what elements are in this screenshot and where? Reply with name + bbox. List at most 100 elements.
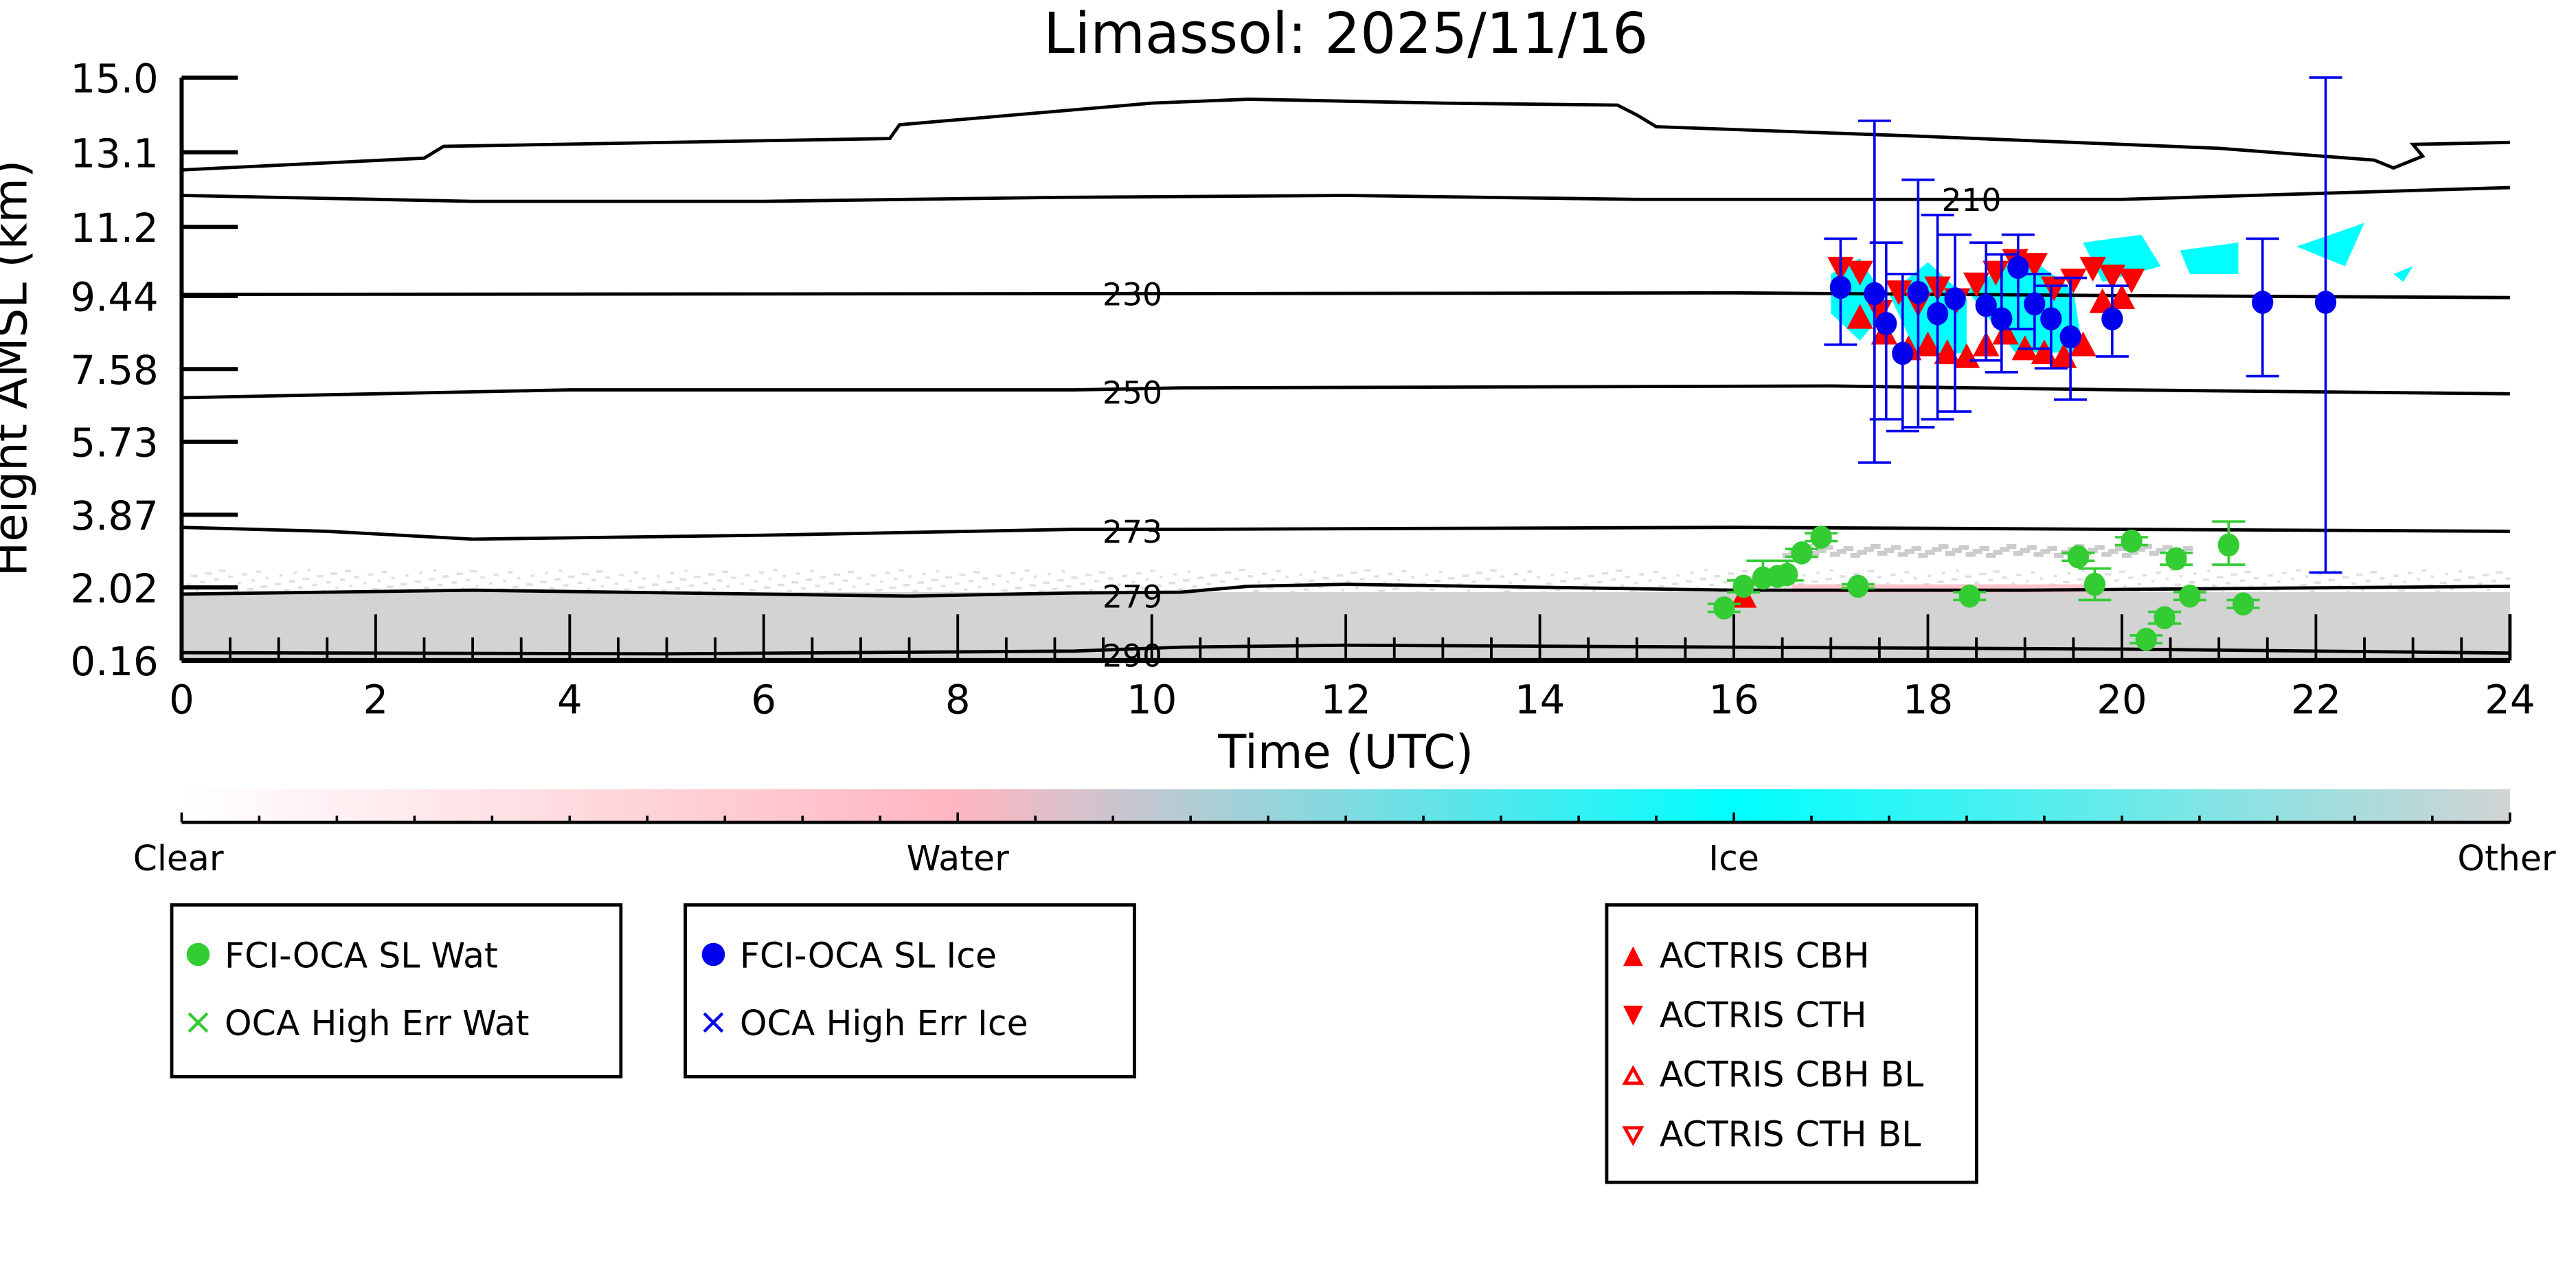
other-speckle xyxy=(1941,572,1945,575)
other-speckle xyxy=(1884,547,1895,553)
y-tick-labels: 0.16 2.02 3.87 5.73 7.58 9.44 11.2 13.1 15.0 xyxy=(70,56,158,686)
other-speckle xyxy=(200,580,205,584)
other-speckle xyxy=(247,587,253,591)
other-speckle xyxy=(456,572,463,576)
other-speckle xyxy=(279,574,283,577)
y-tick-label: 9.44 xyxy=(70,274,158,321)
other-speckle xyxy=(2193,572,2197,575)
other-speckle xyxy=(1836,549,1847,554)
other-speckle xyxy=(2291,578,2295,580)
water-point-marker xyxy=(1732,574,1754,598)
other-speckle xyxy=(2380,577,2385,580)
other-speckle xyxy=(2121,552,2132,558)
other-speckle xyxy=(1825,578,1832,580)
other-speckle xyxy=(2459,570,2463,573)
other-speckle xyxy=(810,569,814,573)
other-speckle xyxy=(1993,570,2000,573)
other-speckle xyxy=(251,579,255,582)
legend-label: ACTRIS CBH xyxy=(1660,936,1870,976)
legend-marker-cbh-bl xyxy=(1622,1065,1645,1085)
other-speckle xyxy=(2491,580,2496,583)
y-axis-label: Height AMSL (km) xyxy=(0,160,37,577)
colorbar-label-ice: Ice xyxy=(1708,838,1759,879)
other-speckle xyxy=(1890,573,1896,576)
water-point-marker xyxy=(2067,545,2090,569)
other-speckle xyxy=(1103,586,1107,589)
other-speckle xyxy=(2449,587,2454,591)
water-point-marker xyxy=(2121,529,2143,553)
other-speckle xyxy=(2063,580,2070,584)
other-speckle xyxy=(1453,591,1456,595)
other-speckle xyxy=(1155,584,1162,587)
other-speckle xyxy=(1979,572,1986,576)
actris-cth-marker xyxy=(2060,269,2087,294)
other-speckle xyxy=(2151,580,2155,583)
legend-marker-water-higherr: × xyxy=(183,1001,213,1043)
other-speckle xyxy=(642,577,646,580)
contour-label: 230 xyxy=(1103,276,1162,313)
other-speckle xyxy=(2230,573,2237,576)
other-speckle xyxy=(563,584,569,587)
other-speckle xyxy=(1871,543,1881,550)
ice-point-marker xyxy=(2059,325,2081,349)
other-speckle xyxy=(1485,578,1491,581)
other-speckle xyxy=(2360,588,2364,591)
other-speckle xyxy=(782,574,786,578)
other-speckle xyxy=(237,581,241,585)
other-speckle xyxy=(633,571,639,574)
other-speckle xyxy=(1043,581,1050,585)
other-speckle xyxy=(1197,576,1204,580)
other-speckle xyxy=(1322,576,1329,580)
other-speckle xyxy=(386,585,394,589)
other-speckle xyxy=(936,569,940,573)
other-speckle xyxy=(1029,584,1036,587)
other-speckle xyxy=(317,574,324,578)
other-speckle xyxy=(1945,551,1956,556)
other-speckle xyxy=(791,580,799,584)
other-speckle xyxy=(2263,583,2267,586)
other-speckle xyxy=(2477,582,2483,585)
x-tick-labels: 0 2 4 6 8 10 12 14 16 18 20 22 24 xyxy=(169,676,2535,723)
other-speckle xyxy=(1877,551,1888,556)
water-point-marker xyxy=(2232,592,2255,616)
other-speckle xyxy=(843,579,848,583)
legend-label: OCA High Err Wat xyxy=(225,1003,529,1043)
other-speckle xyxy=(293,571,297,574)
other-speckle xyxy=(507,571,513,574)
other-speckle xyxy=(1033,575,1037,578)
other-speckle xyxy=(1024,569,1030,572)
other-speckle xyxy=(1425,573,1429,576)
other-speckle xyxy=(670,572,675,575)
other-speckle xyxy=(1592,589,1596,592)
contour-label: 273 xyxy=(1103,514,1162,550)
ice-point-marker xyxy=(2024,292,2046,316)
water-point-marker xyxy=(2165,547,2187,571)
other-speckle xyxy=(1671,583,1679,585)
legend-label: FCI-OCA SL Ice xyxy=(740,936,997,976)
other-speckle xyxy=(1122,574,1127,578)
x-tick-label: 6 xyxy=(751,676,776,723)
other-speckle xyxy=(1853,572,1860,576)
other-speckle xyxy=(2296,569,2301,572)
other-speckle xyxy=(335,587,339,590)
colorbar-label-other: Other xyxy=(2457,838,2556,879)
actris-cbh-marker xyxy=(1846,304,1873,329)
other-speckle xyxy=(1247,574,1253,578)
other-speckle xyxy=(2077,578,2084,581)
other-speckle xyxy=(1136,572,1142,575)
other-speckle xyxy=(1890,545,1901,550)
other-speckle xyxy=(852,585,856,589)
other-speckle xyxy=(689,584,694,587)
x-tick-label: 24 xyxy=(2485,676,2535,723)
other-speckle xyxy=(2053,574,2057,578)
temperature-contour xyxy=(181,185,2510,203)
other-speckle xyxy=(2149,551,2159,556)
other-speckle xyxy=(1550,574,1555,576)
other-speckle xyxy=(284,589,289,591)
other-speckle xyxy=(815,585,820,587)
other-speckle xyxy=(1220,580,1225,583)
other-speckle xyxy=(1327,591,1331,594)
other-speckle xyxy=(2370,571,2377,574)
other-speckle xyxy=(1850,552,1860,558)
actris-cbh-marker xyxy=(2070,331,2097,357)
